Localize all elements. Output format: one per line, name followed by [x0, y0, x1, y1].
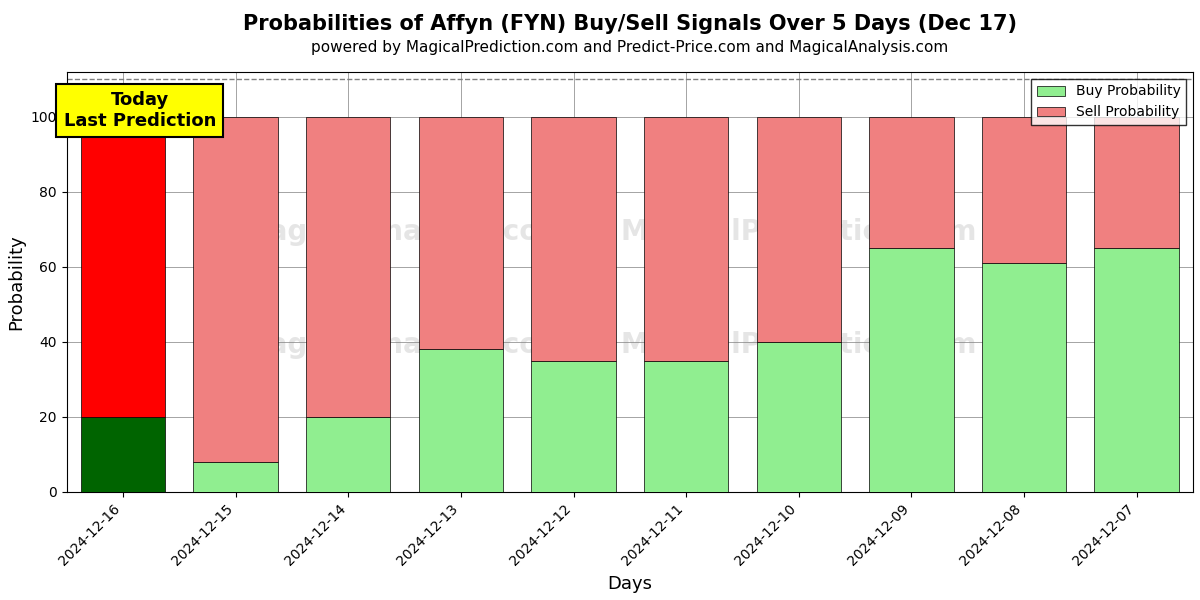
Bar	[80, 117, 166, 417]
Bar	[756, 342, 841, 492]
Bar	[756, 117, 841, 342]
Bar	[1094, 117, 1178, 248]
Text: powered by MagicalPrediction.com and Predict-Price.com and MagicalAnalysis.com: powered by MagicalPrediction.com and Pre…	[311, 40, 948, 55]
Bar	[419, 117, 503, 349]
Bar	[419, 349, 503, 492]
Bar	[532, 117, 616, 361]
Text: Today
Last Prediction: Today Last Prediction	[64, 91, 216, 130]
Bar	[982, 117, 1067, 263]
X-axis label: Days: Days	[607, 575, 653, 593]
Title: Probabilities of Affyn (FYN) Buy/Sell Signals Over 5 Days (Dec 17): Probabilities of Affyn (FYN) Buy/Sell Si…	[242, 14, 1016, 34]
Text: MagicalPrediction.com: MagicalPrediction.com	[620, 331, 977, 359]
Y-axis label: Probability: Probability	[7, 234, 25, 330]
Legend: Buy Probability, Sell Probability: Buy Probability, Sell Probability	[1031, 79, 1186, 125]
Bar	[644, 117, 728, 361]
Bar	[306, 417, 390, 492]
Text: MagicalAnalysis.com: MagicalAnalysis.com	[241, 218, 568, 245]
Bar	[869, 117, 954, 248]
Bar	[1094, 248, 1178, 492]
Bar	[869, 248, 954, 492]
Bar	[193, 117, 278, 462]
Bar	[80, 417, 166, 492]
Bar	[306, 117, 390, 417]
Bar	[644, 361, 728, 492]
Text: MagicalAnalysis.com: MagicalAnalysis.com	[241, 331, 568, 359]
Bar	[193, 462, 278, 492]
Bar	[982, 263, 1067, 492]
Bar	[532, 361, 616, 492]
Text: MagicalPrediction.com: MagicalPrediction.com	[620, 218, 977, 245]
